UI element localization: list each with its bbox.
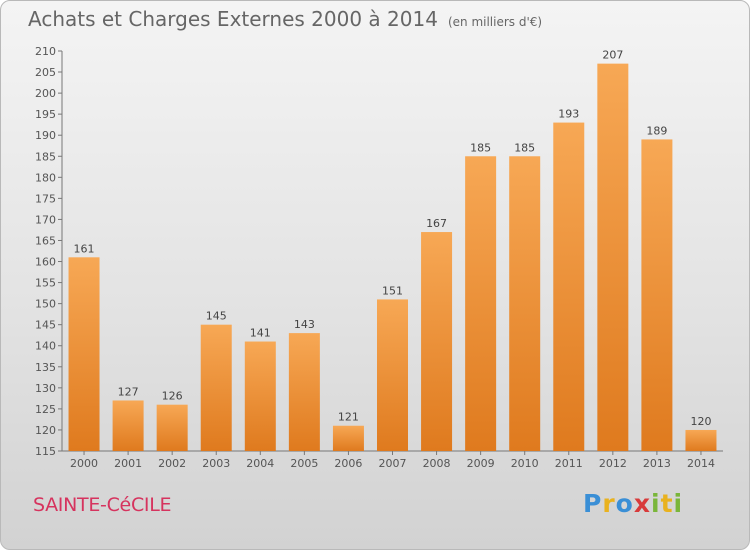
y-tick-label: 175 (35, 192, 56, 205)
logo-letter: r (602, 489, 616, 518)
y-tick-label: 165 (35, 234, 56, 247)
bars: 161 127 126 145 141 143 121 151 167 185 185 193 207 1… (68, 49, 717, 451)
chart-title-text: Achats et Charges Externes 2000 à 2014 (28, 7, 438, 31)
x-tick-label: 2008 (423, 457, 451, 470)
y-tick-label: 130 (35, 382, 56, 395)
x-tick-label: 2006 (334, 457, 362, 470)
x-tick-label: 2009 (467, 457, 495, 470)
y-tick-label: 190 (35, 129, 56, 142)
bar-value-label: 161 (74, 242, 95, 255)
x-tick-label: 2007 (379, 457, 407, 470)
bar (377, 299, 408, 451)
bar-value-label: 126 (162, 390, 183, 403)
bar (200, 324, 232, 451)
bar (288, 333, 320, 451)
x-tick-label: 2004 (246, 457, 274, 470)
y-tick-label: 205 (35, 66, 56, 79)
y-tick-label: 140 (35, 340, 56, 353)
bar (68, 257, 100, 451)
bar-value-label: 121 (338, 411, 359, 424)
y-tick-label: 115 (35, 445, 56, 458)
y-tick-label: 155 (35, 277, 56, 290)
commune-name: SAINTE-CéCILE (33, 494, 172, 516)
bar (685, 429, 717, 451)
y-tick-label: 185 (35, 150, 56, 163)
bar (112, 400, 144, 451)
logo-letter: i (651, 489, 661, 518)
bar-value-label: 193 (558, 108, 579, 121)
x-tick-label: 2000 (70, 457, 98, 470)
chart-title: Achats et Charges Externes 2000 à 2014 (e… (28, 7, 542, 31)
logo-letter: t (660, 489, 674, 518)
chart-subtitle: (en milliers d'€) (447, 15, 543, 29)
bar-value-label: 141 (250, 327, 271, 340)
y-tick-label: 145 (35, 319, 56, 332)
bar-value-label: 185 (470, 141, 491, 154)
x-tick-label: 2001 (114, 457, 142, 470)
y-tick-label: 170 (35, 213, 56, 226)
bar-value-label: 151 (382, 284, 403, 297)
y-tick-label: 120 (35, 424, 56, 437)
bar (465, 156, 497, 451)
y-tick-label: 195 (35, 108, 56, 121)
x-tick-label: 2012 (599, 457, 627, 470)
x-tick-label: 2003 (202, 457, 230, 470)
y-tick-label: 135 (35, 361, 56, 374)
x-tick-label: 2002 (158, 457, 186, 470)
y-tick-label: 125 (35, 403, 56, 416)
y-tick-label: 150 (35, 298, 56, 311)
x-tick-label: 2011 (555, 457, 583, 470)
bar (332, 425, 364, 451)
bar (553, 122, 585, 451)
bar-value-label: 207 (602, 49, 623, 62)
bar (509, 156, 541, 451)
x-tick-label: 2005 (290, 457, 318, 470)
logo-letter: x (633, 489, 651, 518)
logo-letter: P (583, 489, 603, 518)
x-tick-label: 2014 (687, 457, 715, 470)
x-tick-label: 2010 (511, 457, 539, 470)
y-tick-label: 200 (35, 87, 56, 100)
y-tick-label: 210 (35, 45, 56, 58)
axes: 115 120 125 130 135 140 145 150 155 160 165 170 175 1… (35, 45, 723, 470)
bar-value-label: 185 (514, 141, 535, 154)
logo-letter: o (615, 489, 634, 518)
bar-value-label: 167 (426, 217, 447, 230)
y-tick-label: 160 (35, 256, 56, 269)
bar (244, 341, 276, 451)
bar (421, 232, 453, 451)
logo-letter: i (673, 489, 684, 518)
proxiti-logo[interactable]: Proxiti (583, 489, 683, 518)
bar-value-label: 189 (646, 124, 667, 137)
bar (597, 63, 629, 451)
bar (641, 139, 673, 451)
bar-value-label: 127 (118, 385, 139, 398)
x-tick-label: 2013 (643, 457, 671, 470)
bar-value-label: 120 (690, 415, 711, 428)
y-tick-label: 180 (35, 171, 56, 184)
bar-value-label: 143 (294, 318, 315, 331)
bar (156, 404, 188, 451)
bar-value-label: 145 (206, 310, 227, 323)
